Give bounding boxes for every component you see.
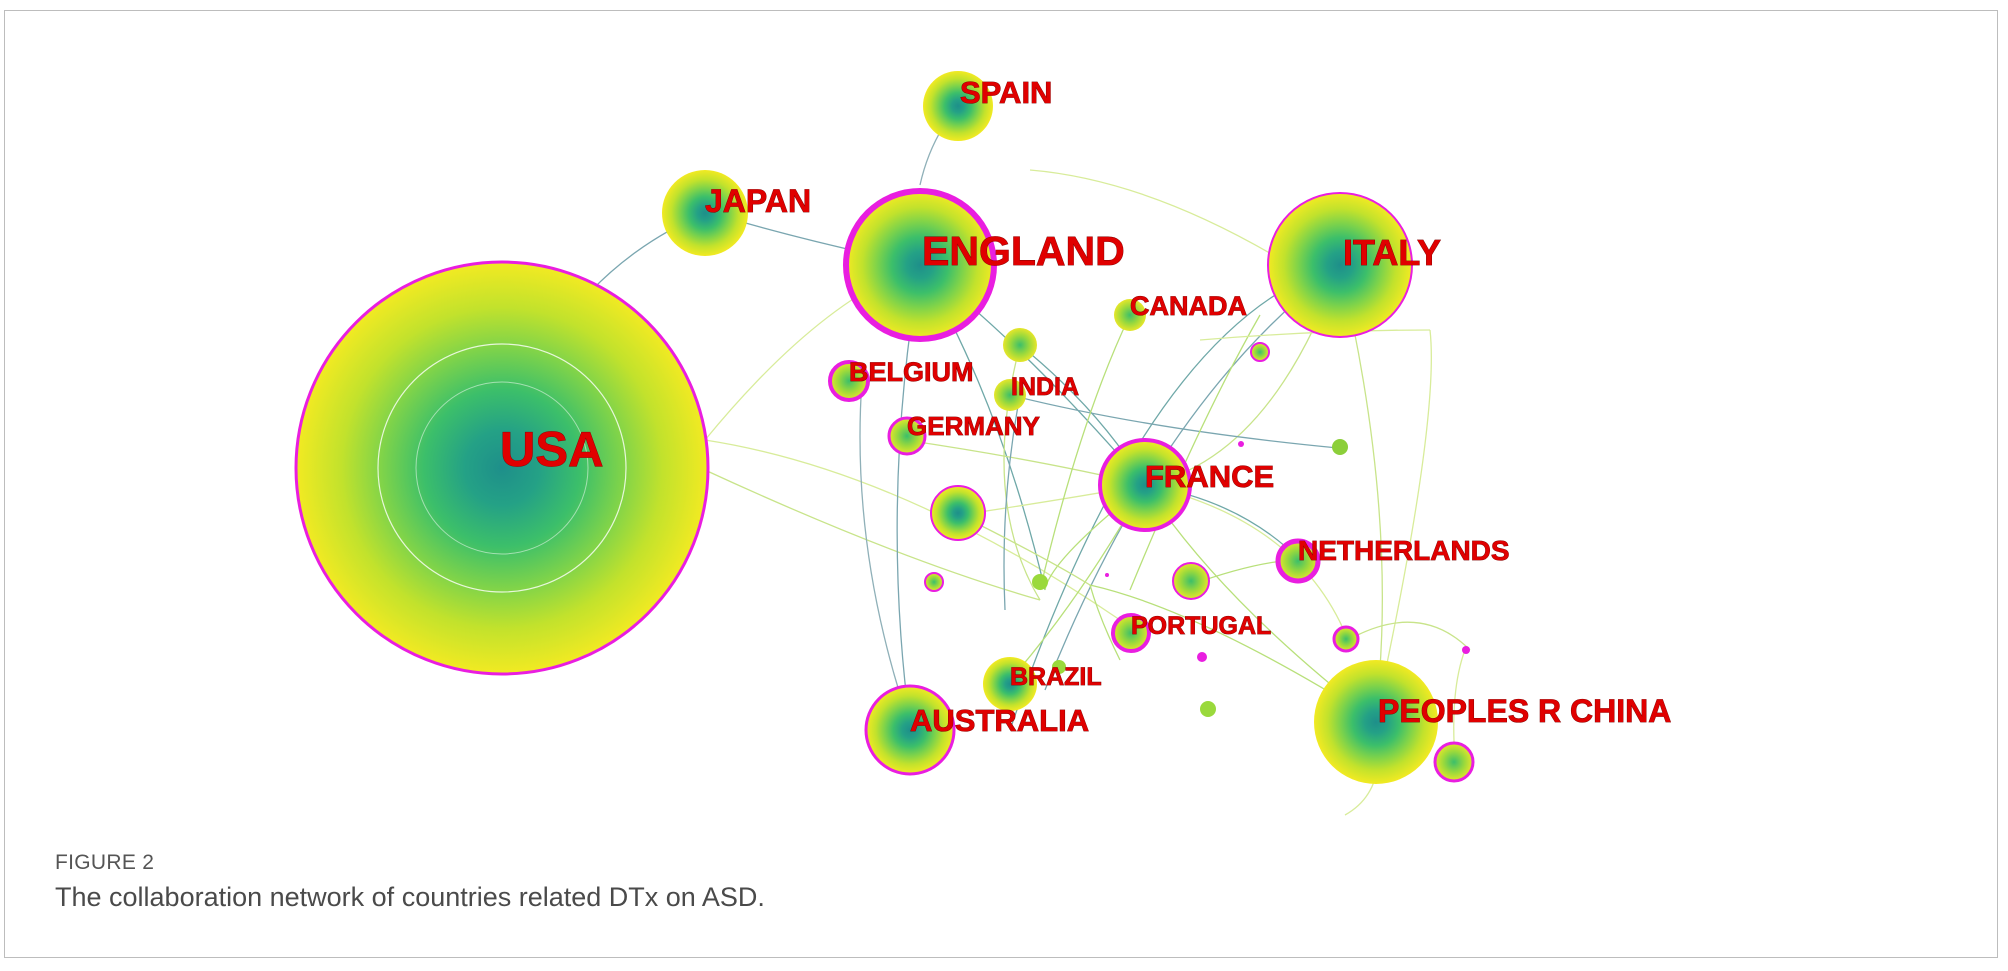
edge [1129,314,1261,591]
node-usa[interactable] [294,260,710,676]
node-unlabeled[interactable] [1052,660,1066,674]
collaboration-network: USA SPAIN JAPAN ENGLAND ITALY CANADA BEL… [294,71,1672,816]
node-spain[interactable] [923,71,993,141]
label-japan: JAPAN [705,183,811,219]
node-unlabeled[interactable] [1462,646,1470,654]
edge [1374,329,1432,721]
node-australia[interactable] [864,684,956,776]
node-germany[interactable] [887,416,927,456]
node-unlabeled[interactable] [1172,562,1210,600]
node-unlabeled[interactable] [924,572,944,592]
node-england[interactable] [843,188,997,342]
node-unlabeled[interactable] [1105,573,1109,577]
node-unlabeled[interactable] [1433,741,1475,783]
edge [1003,394,1021,611]
figure-caption: The collaboration network of countries r… [55,882,765,912]
label-layer: USA SPAIN JAPAN ENGLAND ITALY CANADA BEL… [500,75,1672,739]
edge [1347,621,1471,651]
label-usa: USA [500,423,603,477]
node-unlabeled[interactable] [1200,701,1216,717]
node-unlabeled[interactable] [1032,574,1048,590]
node-unlabeled[interactable] [930,485,986,541]
label-australia: AUSTRALIA [910,703,1089,738]
node-layer [294,71,1475,784]
node-portugal[interactable] [1111,613,1151,653]
figure-number: FIGURE 2 [55,851,155,874]
label-india: INDIA [1011,373,1079,401]
label-china: PEOPLES R CHINA [1378,693,1671,729]
edge [704,469,1041,601]
node-unlabeled[interactable] [1003,328,1037,362]
node-china[interactable] [1314,660,1438,784]
node-canada[interactable] [1114,299,1146,331]
node-unlabeled[interactable] [1238,441,1244,447]
label-italy: ITALY [1343,232,1441,273]
node-italy[interactable] [1267,192,1413,338]
edge [1029,169,1291,266]
node-netherlands[interactable] [1275,538,1321,584]
edge [1009,394,1339,449]
label-spain: SPAIN [960,75,1052,110]
edge [1039,314,1131,591]
edge [1089,584,1121,661]
node-brazil[interactable] [983,657,1037,711]
node-usa-ring [377,343,627,593]
label-england: ENGLAND [922,228,1125,274]
node-usa-ring [415,381,589,555]
label-canada: CANADA [1130,291,1247,321]
label-portugal: PORTUGAL [1131,612,1271,640]
node-france[interactable] [1098,438,1192,532]
node-belgium[interactable] [828,360,870,402]
label-france: FRANCE [1145,459,1274,494]
label-germany: GERMANY [907,411,1040,441]
edge [859,379,911,726]
label-belgium: BELGIUM [849,357,974,387]
node-unlabeled[interactable] [1197,652,1207,662]
node-unlabeled[interactable] [1332,625,1360,653]
node-india[interactable] [994,379,1026,411]
label-brazil: BRAZIL [1010,663,1102,691]
node-japan[interactable] [662,170,748,256]
node-unlabeled[interactable] [1250,342,1270,362]
label-netherlands: NETHERLANDS [1298,535,1510,566]
node-unlabeled[interactable] [1332,439,1348,455]
edge [704,439,1121,621]
